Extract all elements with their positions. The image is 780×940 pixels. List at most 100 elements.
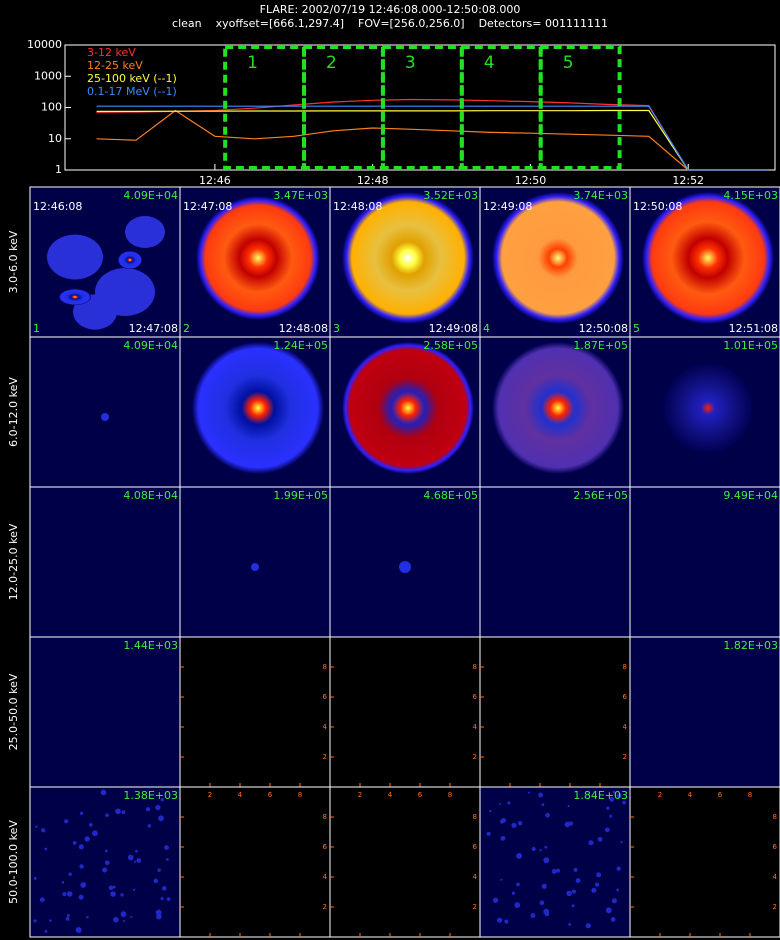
panel-max: 1.84E+03: [573, 789, 628, 802]
source-image: [44, 930, 48, 933]
time-interval: [302, 45, 385, 170]
source-image: [166, 897, 171, 901]
panel-index: 5: [633, 322, 640, 335]
source-image: [566, 890, 572, 897]
time-interval: [538, 45, 622, 170]
image-panel: 1.99E+05: [179, 486, 331, 638]
source-image: [44, 847, 48, 851]
panel-tick-label: 2: [473, 903, 477, 911]
source-image: [605, 907, 612, 914]
source-image: [543, 857, 550, 864]
source-image: [616, 793, 622, 799]
legend-entry: 12-25 keV: [87, 59, 143, 72]
source-image: [75, 926, 82, 933]
source-image: [622, 800, 626, 805]
panel-max: 9.49E+04: [723, 489, 778, 502]
source-image: [120, 911, 127, 917]
source-image: [158, 815, 164, 822]
panel-tick-label: 8: [323, 663, 327, 671]
source-image: [147, 824, 152, 828]
panel-tick-label: 4: [623, 723, 628, 731]
empty-panel: [179, 786, 331, 938]
source-image: [41, 828, 46, 833]
panel-max: 1.87E+05: [573, 339, 628, 352]
source-image: [663, 363, 753, 453]
source-image: [514, 902, 521, 909]
source-image: [39, 897, 45, 903]
panel-max: 1.82E+03: [723, 639, 778, 652]
source-image: [110, 891, 116, 897]
figure-subtitle: clean xyoffset=[666.1,297.4] FOV=[256.0,…: [172, 17, 608, 30]
source-image: [78, 844, 84, 850]
source-image: [61, 881, 65, 884]
image-panel: 2.58E+05: [329, 336, 481, 488]
source-image: [610, 917, 616, 922]
source-image: [492, 897, 499, 903]
panel-start-time: 12:48:08: [333, 200, 382, 213]
panel-tick-label: 2: [658, 791, 662, 799]
source-image: [568, 923, 572, 926]
panel-background: [29, 636, 181, 788]
panel-start-time: 12:47:08: [183, 200, 232, 213]
row-label: 50.0-100.0 keV: [7, 820, 20, 904]
image-panel: 2 4 6 8: [479, 636, 631, 788]
source-image: [59, 289, 91, 305]
source-image: [616, 866, 621, 871]
source-image: [112, 885, 116, 889]
source-image: [489, 809, 492, 813]
panel-tick-label: 8: [298, 791, 302, 799]
panel-tick-label: 4: [773, 873, 778, 881]
source-image: [573, 867, 578, 872]
interval-label: 4: [484, 53, 495, 73]
panel-max: 4.09E+04: [123, 189, 178, 202]
source-image: [79, 864, 84, 869]
image-panel: 2 2 4 4 6 6 8 8: [179, 786, 331, 938]
source-image: [342, 342, 474, 474]
source-image: [616, 888, 619, 892]
source-image: [161, 886, 167, 891]
empty-panel: [179, 636, 331, 788]
source-image: [49, 919, 52, 922]
source-image: [604, 827, 610, 833]
source-image: [164, 845, 169, 850]
series-line: [96, 105, 768, 171]
panel-max: 4.08E+04: [123, 489, 178, 502]
panel-tick-label: 2: [623, 753, 627, 761]
panel-max: 1.44E+03: [123, 639, 178, 652]
source-image: [65, 916, 70, 921]
panel-index: 2: [183, 322, 190, 335]
source-image: [192, 342, 324, 474]
x-tick-label: 12:48: [357, 174, 389, 187]
empty-panel: [329, 636, 481, 788]
source-image: [105, 813, 109, 817]
source-image: [516, 882, 520, 887]
panel-end-time: 12:47:08: [129, 322, 178, 335]
source-image: [571, 889, 576, 894]
row-label: 3.0-6.0 keV: [7, 230, 20, 293]
interval-label: 5: [563, 53, 574, 73]
source-image: [585, 923, 591, 929]
panel-tick-label: 4: [473, 723, 478, 731]
image-panel: 1.01E+05: [629, 336, 780, 488]
panel-tick-label: 4: [238, 791, 243, 799]
series-line: [96, 109, 768, 171]
source-image: [609, 814, 613, 818]
source-image: [545, 812, 550, 818]
source-image: [544, 911, 550, 917]
panel-tick-label: 8: [323, 813, 327, 821]
source-image: [102, 867, 108, 873]
row-label: 25.0-50.0 keV: [7, 673, 20, 750]
source-image: [606, 806, 610, 810]
source-image: [588, 840, 594, 846]
panel-max: 4.15E+03: [723, 189, 778, 202]
source-image: [80, 882, 87, 888]
source-image: [66, 914, 70, 917]
panel-tick-label: 8: [473, 813, 477, 821]
panel-tick-label: 8: [448, 791, 452, 799]
x-tick-label: 12:50: [515, 174, 547, 187]
image-panel: 1.84E+03: [479, 786, 631, 938]
panel-tick-label: 6: [473, 843, 478, 851]
row-label: 12.0-25.0 keV: [7, 523, 20, 600]
